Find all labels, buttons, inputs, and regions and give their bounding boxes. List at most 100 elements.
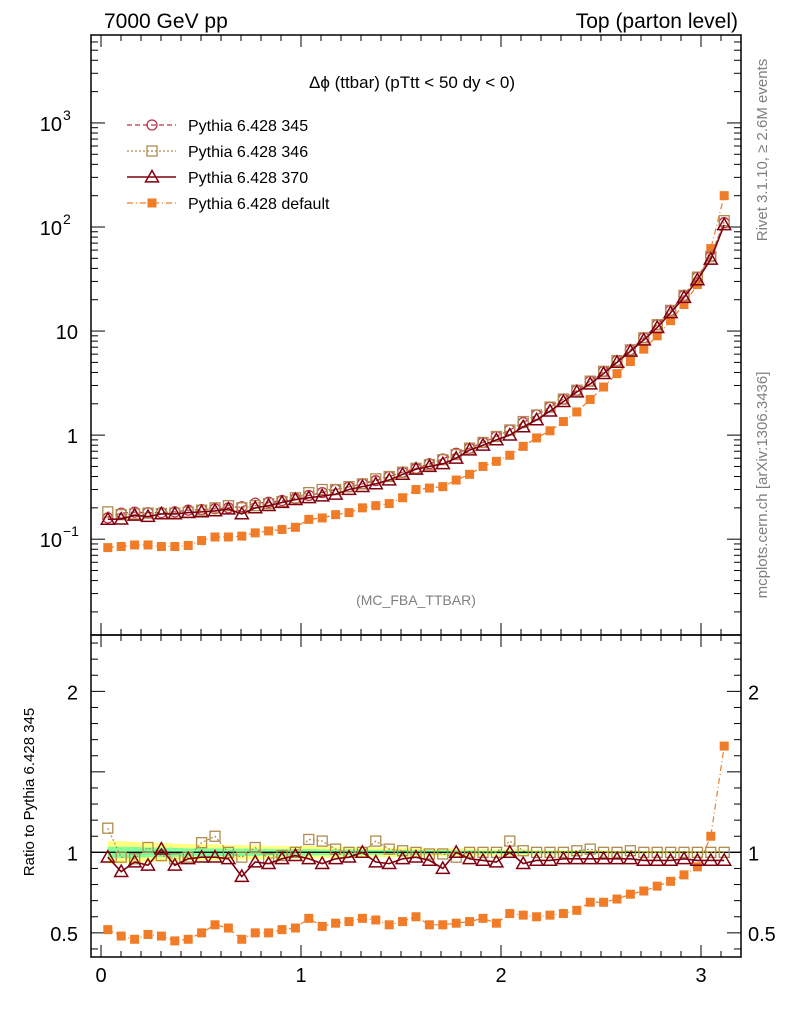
data-point <box>371 501 381 511</box>
data-point <box>624 845 637 857</box>
data-point <box>597 846 610 858</box>
data-point <box>716 216 732 231</box>
data-point <box>170 542 180 552</box>
data-point <box>223 923 233 933</box>
data-point <box>277 524 287 534</box>
data-point <box>170 936 180 946</box>
data-point <box>142 507 154 519</box>
data-point <box>625 356 635 366</box>
data-point <box>317 513 327 523</box>
data-point <box>719 191 729 201</box>
data-point <box>609 354 625 369</box>
data-point <box>289 846 302 858</box>
data-point <box>518 441 528 451</box>
data-point <box>314 487 330 502</box>
data-point <box>664 846 677 858</box>
data-point <box>116 542 126 552</box>
data-point <box>126 507 143 521</box>
data-point <box>716 852 732 867</box>
data-point <box>383 843 395 855</box>
data-point <box>197 536 207 546</box>
data-point <box>195 837 208 849</box>
data-point <box>585 394 595 404</box>
data-point <box>488 431 505 446</box>
legend-entry: Pythia 6.428 346 <box>188 144 308 161</box>
data-point <box>341 849 357 863</box>
data-point <box>477 846 489 858</box>
y-tick-label: 10 <box>56 322 78 344</box>
data-point <box>518 910 528 920</box>
data-point <box>260 855 277 870</box>
data-point <box>465 469 475 479</box>
data-point <box>545 426 555 436</box>
data-point <box>247 499 263 514</box>
data-point <box>316 483 328 496</box>
data-point <box>398 917 408 927</box>
data-point <box>703 251 719 265</box>
data-point <box>569 850 585 865</box>
data-point <box>193 503 210 518</box>
data-point <box>451 918 461 928</box>
data-point <box>128 853 141 865</box>
data-point <box>502 844 518 858</box>
data-point <box>223 532 233 542</box>
data-point <box>408 461 424 475</box>
data-point <box>437 454 449 466</box>
data-point <box>396 845 409 857</box>
data-point <box>100 511 116 525</box>
data-point <box>143 540 153 550</box>
data-point <box>384 920 394 930</box>
data-point <box>113 511 129 525</box>
data-point <box>505 909 515 919</box>
y-tick-label: 10 <box>40 218 62 240</box>
data-point <box>368 475 384 490</box>
data-point <box>220 850 237 865</box>
data-point <box>143 929 153 939</box>
data-point <box>611 846 623 858</box>
data-point <box>678 846 690 858</box>
data-point <box>153 505 170 520</box>
data-point <box>490 430 503 443</box>
x-tick-label: 2 <box>495 965 506 987</box>
data-point <box>676 850 692 865</box>
data-point <box>528 411 545 426</box>
data-point <box>115 851 127 863</box>
legend-entry: Pythia 6.428 default <box>188 196 330 213</box>
data-point <box>222 499 235 512</box>
data-point <box>113 863 129 878</box>
data-point <box>103 925 113 935</box>
data-point <box>381 472 397 486</box>
data-point <box>394 466 411 480</box>
y-tick-label: 2 <box>67 682 78 704</box>
data-point <box>183 540 193 550</box>
data-point <box>622 850 639 865</box>
data-point <box>437 848 449 860</box>
data-point <box>706 831 716 841</box>
data-point <box>301 850 317 865</box>
data-point <box>475 852 491 867</box>
data-point <box>558 417 568 427</box>
data-point <box>689 852 706 867</box>
process-label: Top (parton level) <box>576 10 738 33</box>
data-point <box>287 491 304 506</box>
data-point <box>210 920 220 930</box>
data-point <box>130 934 140 944</box>
data-point <box>491 918 501 928</box>
y-tick-label: 10 <box>40 530 62 552</box>
data-point <box>236 502 248 514</box>
y-tick-exponent: 3 <box>63 107 71 123</box>
data-point <box>331 918 341 928</box>
data-point <box>304 913 314 923</box>
series-line-3 <box>107 195 725 549</box>
data-point <box>491 456 501 466</box>
y-tick-exponent: −1 <box>63 523 79 539</box>
data-point <box>126 853 143 868</box>
data-point <box>609 850 625 865</box>
data-point <box>411 485 421 495</box>
data-point <box>130 540 140 550</box>
data-point <box>557 846 570 858</box>
data-point <box>544 846 556 858</box>
data-point <box>703 852 719 867</box>
data-point <box>465 917 475 927</box>
